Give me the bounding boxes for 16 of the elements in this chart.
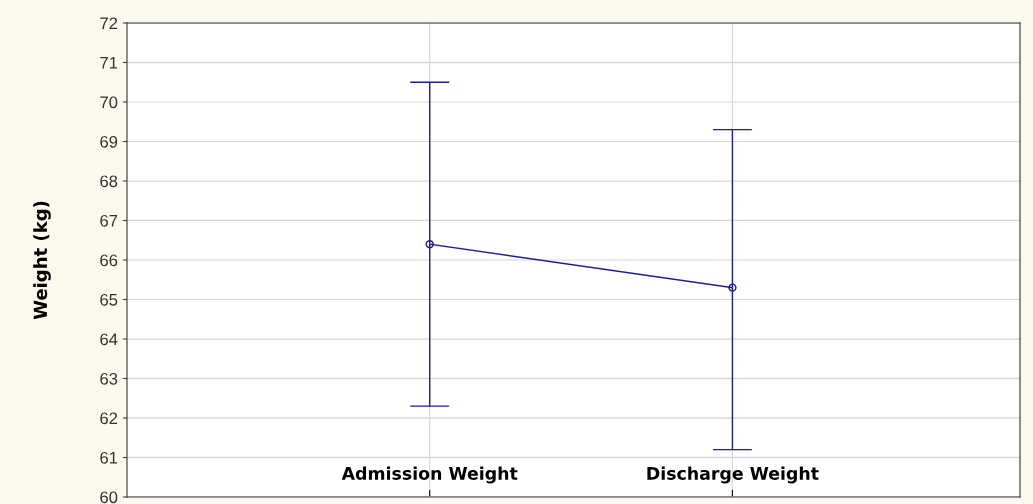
y-tick-label: 69	[100, 135, 118, 148]
y-tick-label: 71	[100, 57, 118, 69]
y-tick-label: 62	[100, 412, 118, 425]
y-tick-label: 64	[100, 333, 118, 346]
x-tick-label: Discharge Weight	[647, 466, 819, 484]
y-tick-label: 66	[100, 254, 118, 267]
y-axis-title: Weight (kg)	[33, 201, 51, 320]
y-tick-label: 70	[100, 96, 118, 109]
y-tick-label: 60	[100, 491, 118, 504]
y-tick-label: 68	[100, 175, 118, 188]
y-tick-label: 72	[100, 17, 118, 30]
y-tick-label: 61	[100, 451, 118, 464]
y-tick-label: 65	[100, 293, 118, 306]
y-tick-label: 67	[100, 214, 118, 227]
x-tick-label: Admission Weight	[341, 466, 518, 484]
y-tick-label: 63	[100, 372, 118, 385]
